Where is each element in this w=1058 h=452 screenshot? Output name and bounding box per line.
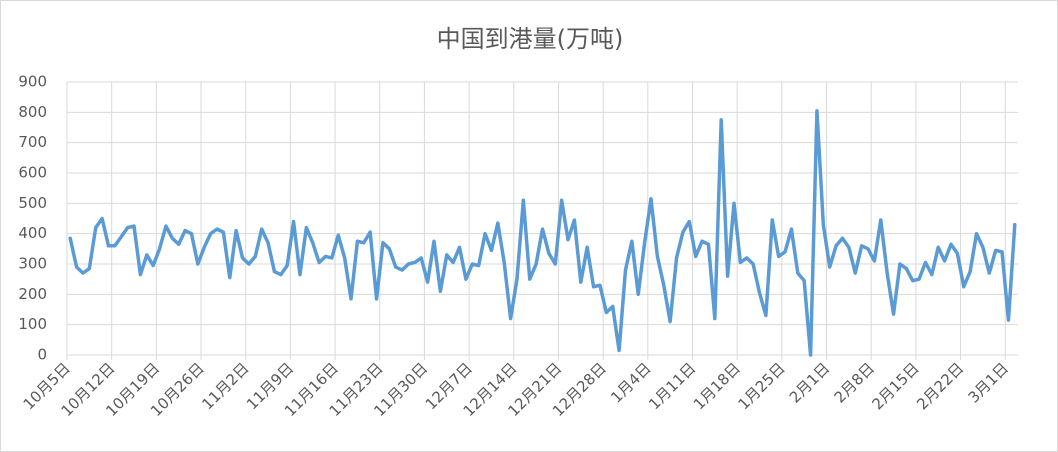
chart-title: 中国到港量(万吨)	[437, 25, 624, 53]
y-tick-label: 900	[18, 73, 47, 91]
y-tick-label: 200	[18, 285, 47, 303]
y-tick-label: 800	[18, 103, 47, 121]
y-tick-label: 700	[18, 133, 47, 151]
data-line	[68, 109, 1017, 357]
y-tick-label: 400	[18, 224, 47, 242]
y-tick-label: 600	[18, 164, 47, 182]
y-tick-label: 100	[18, 315, 47, 333]
y-tick-label: 300	[18, 255, 47, 273]
y-tick-label: 500	[18, 194, 47, 212]
y-tick-label: 0	[37, 346, 47, 364]
